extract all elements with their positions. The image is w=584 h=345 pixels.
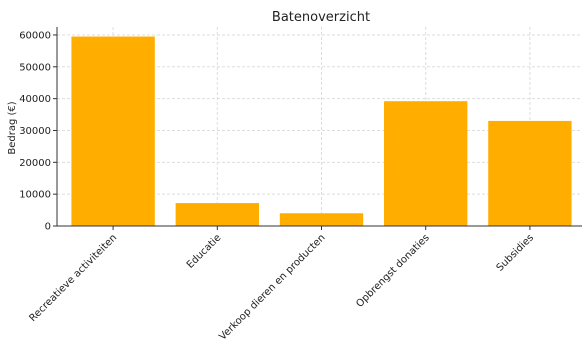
bar	[384, 101, 468, 226]
x-tick-label: Verkoop dieren en producten	[217, 232, 327, 341]
y-tick-label: 20000	[19, 158, 51, 169]
x-ticks: Recreatieve activiteiten EducatieVerkoop …	[27, 226, 536, 343]
y-tick-label: 0	[45, 222, 51, 233]
bar	[71, 36, 155, 226]
bar	[175, 203, 259, 226]
y-axis-label: Bedrag (€)	[7, 101, 18, 154]
bar	[488, 120, 572, 226]
y-tick-label: 50000	[19, 62, 51, 73]
chart-title: Batenoverzicht	[272, 10, 370, 25]
y-tick-label: 40000	[19, 94, 51, 105]
bars	[71, 36, 572, 226]
bar	[279, 213, 364, 226]
y-tick-label: 10000	[19, 190, 51, 201]
y-tick-label: 30000	[19, 126, 51, 137]
x-tick-label: Recreatieve activiteiten	[27, 232, 119, 324]
x-tick-label: Subsidies	[495, 232, 536, 273]
x-tick-label: Educatie	[185, 232, 224, 271]
y-tick-label: 60000	[19, 30, 51, 41]
axes	[56, 27, 582, 227]
x-tick-label: Opbrengst donaties	[354, 232, 432, 310]
y-ticks: 0 10000 20000 30000 40000 50000 60000	[19, 30, 57, 233]
